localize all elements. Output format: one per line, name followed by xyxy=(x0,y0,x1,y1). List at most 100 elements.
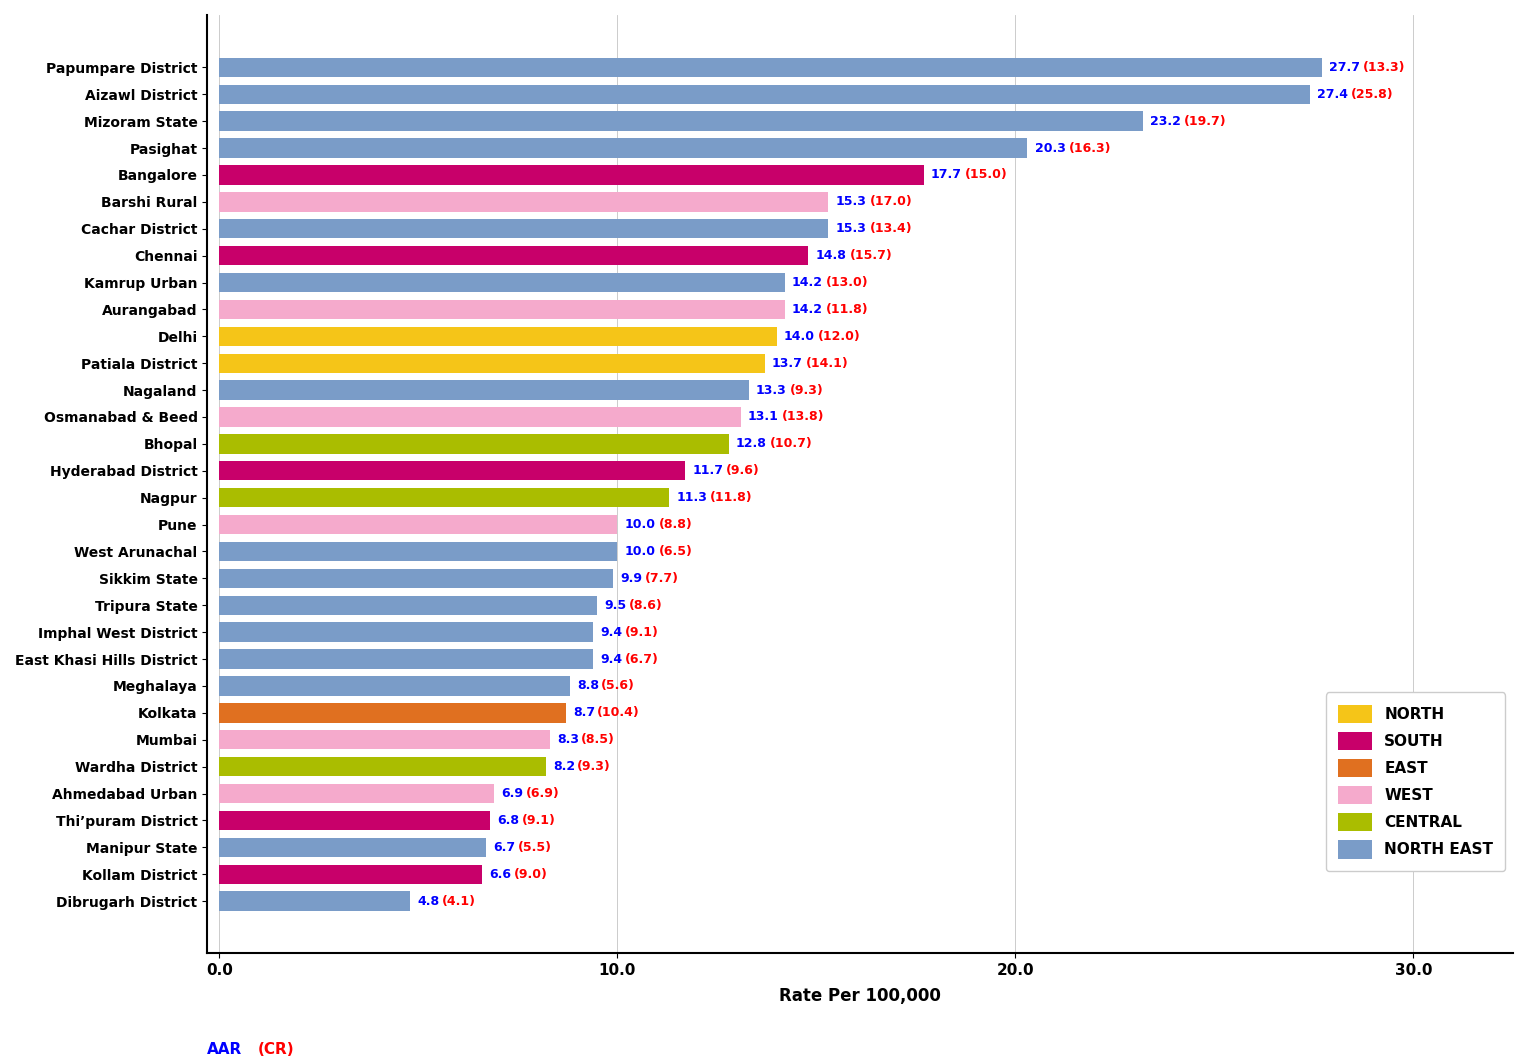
Bar xyxy=(220,354,764,373)
Bar xyxy=(220,676,570,696)
Bar xyxy=(220,838,486,857)
Text: (15.7): (15.7) xyxy=(850,250,892,262)
Text: (16.3): (16.3) xyxy=(1068,141,1111,155)
Text: (9.6): (9.6) xyxy=(726,464,759,477)
Text: 17.7: 17.7 xyxy=(931,169,963,182)
Text: (6.7): (6.7) xyxy=(625,652,659,666)
Bar xyxy=(220,246,808,266)
Text: (12.0): (12.0) xyxy=(817,330,860,343)
Bar xyxy=(220,166,924,185)
Bar xyxy=(220,568,613,588)
Text: (9.3): (9.3) xyxy=(790,383,824,396)
Text: 14.2: 14.2 xyxy=(792,303,822,315)
Text: 10.0: 10.0 xyxy=(625,518,656,531)
Bar xyxy=(220,784,494,803)
Text: 11.3: 11.3 xyxy=(677,492,707,504)
Text: 8.7: 8.7 xyxy=(573,706,594,719)
Text: (CR): (CR) xyxy=(258,1042,295,1057)
Text: 27.4: 27.4 xyxy=(1317,88,1348,101)
Bar xyxy=(220,327,776,346)
Bar xyxy=(220,380,749,399)
Bar xyxy=(220,864,481,884)
Text: 10.0: 10.0 xyxy=(625,545,656,558)
Text: (6.9): (6.9) xyxy=(526,787,559,800)
Text: 8.3: 8.3 xyxy=(556,733,579,747)
Text: (9.1): (9.1) xyxy=(521,813,555,827)
Text: 9.4: 9.4 xyxy=(601,652,623,666)
Bar xyxy=(220,622,593,641)
Text: 11.7: 11.7 xyxy=(692,464,723,477)
Bar xyxy=(220,596,597,615)
Bar xyxy=(220,515,617,534)
Bar xyxy=(220,489,669,508)
Text: (25.8): (25.8) xyxy=(1351,88,1394,101)
Text: (13.4): (13.4) xyxy=(869,222,912,235)
Text: 9.4: 9.4 xyxy=(601,626,623,638)
Bar xyxy=(220,57,1322,78)
Text: 13.1: 13.1 xyxy=(747,411,779,424)
Text: (14.1): (14.1) xyxy=(805,357,848,370)
Bar xyxy=(220,112,1143,131)
Text: 12.8: 12.8 xyxy=(736,438,767,450)
Text: 8.8: 8.8 xyxy=(576,680,599,692)
Text: 27.7: 27.7 xyxy=(1329,61,1360,74)
Bar xyxy=(220,891,411,911)
Bar xyxy=(220,757,545,776)
Text: (11.8): (11.8) xyxy=(711,492,753,504)
Text: (8.6): (8.6) xyxy=(630,599,663,612)
Legend: NORTH, SOUTH, EAST, WEST, CENTRAL, NORTH EAST: NORTH, SOUTH, EAST, WEST, CENTRAL, NORTH… xyxy=(1326,692,1505,871)
Text: (11.8): (11.8) xyxy=(827,303,868,315)
Text: (4.1): (4.1) xyxy=(442,894,475,908)
Text: (19.7): (19.7) xyxy=(1184,115,1227,127)
Text: 9.5: 9.5 xyxy=(605,599,626,612)
Text: AAR: AAR xyxy=(208,1042,243,1057)
Text: (7.7): (7.7) xyxy=(645,571,678,585)
Text: 6.9: 6.9 xyxy=(501,787,523,800)
Bar xyxy=(220,138,1027,158)
Bar xyxy=(220,810,490,830)
Text: (9.1): (9.1) xyxy=(625,626,659,638)
Text: (13.0): (13.0) xyxy=(827,276,868,289)
Text: (6.5): (6.5) xyxy=(659,545,692,558)
Bar xyxy=(220,408,741,427)
Text: 14.0: 14.0 xyxy=(784,330,814,343)
X-axis label: Rate Per 100,000: Rate Per 100,000 xyxy=(779,987,941,1005)
Text: (5.5): (5.5) xyxy=(518,841,552,854)
Bar xyxy=(220,273,784,292)
Text: 4.8: 4.8 xyxy=(417,894,440,908)
Text: 13.3: 13.3 xyxy=(756,383,787,396)
Text: (10.4): (10.4) xyxy=(597,706,640,719)
Text: (10.7): (10.7) xyxy=(770,438,813,450)
Bar xyxy=(220,649,593,669)
Text: (17.0): (17.0) xyxy=(869,195,912,208)
Text: 13.7: 13.7 xyxy=(772,357,802,370)
Text: 15.3: 15.3 xyxy=(836,222,866,235)
Text: (8.8): (8.8) xyxy=(659,518,692,531)
Text: (15.0): (15.0) xyxy=(966,169,1008,182)
Text: 14.2: 14.2 xyxy=(792,276,822,289)
Text: 8.2: 8.2 xyxy=(553,760,575,773)
Text: 6.7: 6.7 xyxy=(494,841,515,854)
Text: (13.3): (13.3) xyxy=(1363,61,1406,74)
Text: (13.8): (13.8) xyxy=(782,411,825,424)
Bar xyxy=(220,192,828,211)
Text: 23.2: 23.2 xyxy=(1151,115,1181,127)
Text: (9.0): (9.0) xyxy=(513,868,547,880)
Text: (5.6): (5.6) xyxy=(601,680,634,692)
Bar xyxy=(220,703,565,722)
Bar xyxy=(220,299,784,319)
Text: 20.3: 20.3 xyxy=(1034,141,1065,155)
Bar xyxy=(220,85,1309,104)
Bar xyxy=(220,219,828,238)
Text: 6.6: 6.6 xyxy=(489,868,512,880)
Text: 15.3: 15.3 xyxy=(836,195,866,208)
Bar xyxy=(220,730,550,750)
Bar xyxy=(220,542,617,561)
Text: (9.3): (9.3) xyxy=(578,760,611,773)
Text: 14.8: 14.8 xyxy=(816,250,847,262)
Bar xyxy=(220,434,729,453)
Text: 6.8: 6.8 xyxy=(497,813,520,827)
Bar xyxy=(220,461,685,480)
Text: 9.9: 9.9 xyxy=(620,571,643,585)
Text: (8.5): (8.5) xyxy=(581,733,614,747)
